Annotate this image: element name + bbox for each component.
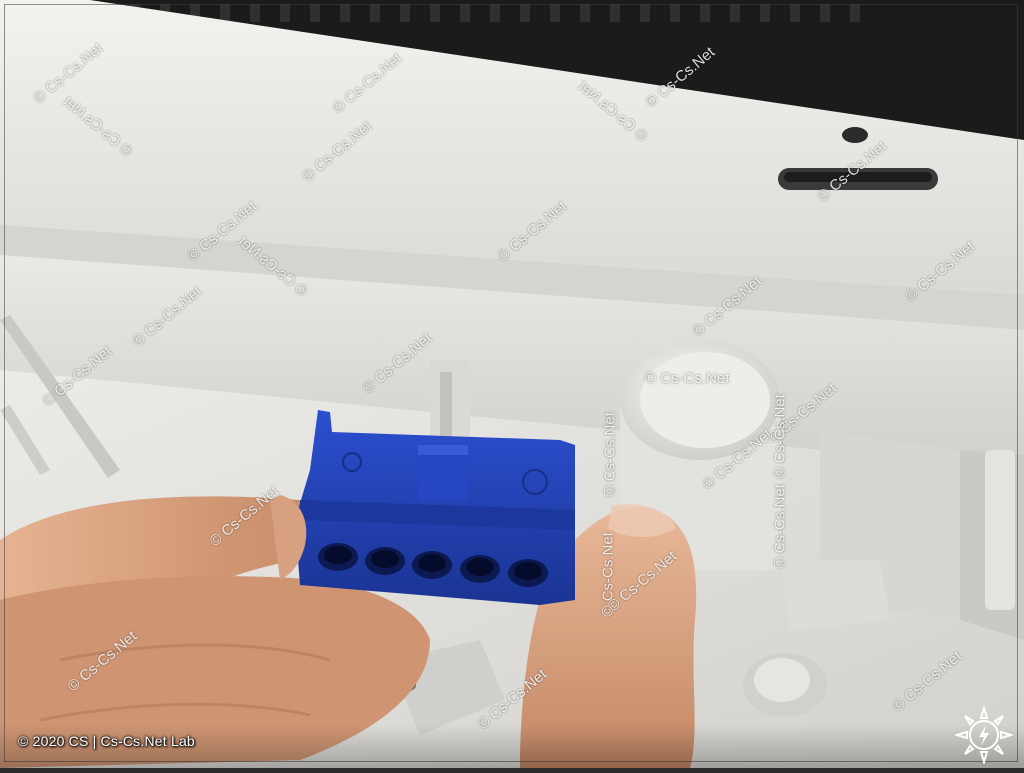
caption-bar (0, 724, 1024, 768)
lightning-sun-icon (955, 706, 1013, 764)
copyright-caption: © 2020 CS | Cs-Cs.Net Lab (18, 733, 195, 749)
